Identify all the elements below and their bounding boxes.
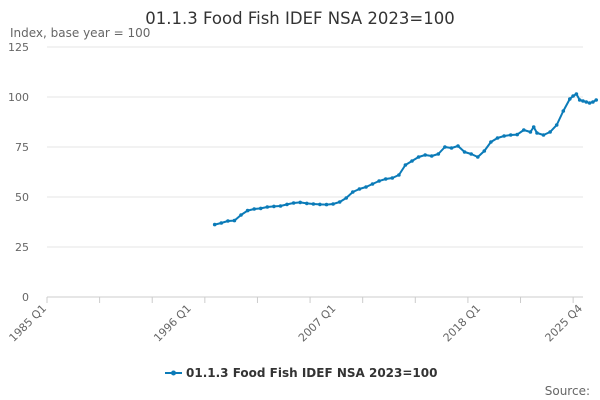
data-point (436, 152, 441, 156)
data-point (397, 173, 401, 177)
data-point (239, 213, 243, 217)
x-axis-ticks: 1985 Q1 1996 Q1 2007 Q1 2018 Q1 2025 Q4 (7, 297, 586, 345)
data-point (318, 202, 322, 207)
data-point (377, 179, 381, 183)
y-tick-label: 50 (15, 191, 29, 204)
series-line (214, 93, 597, 226)
data-point (285, 202, 289, 207)
chart-subtitle: Index, base year = 100 (10, 26, 150, 40)
legend[interactable]: 01.1.3 Food Fish IDEF NSA 2023=100 (165, 366, 437, 380)
data-point (577, 98, 582, 102)
data-point (370, 182, 375, 186)
x-tick-label: 2018 Q1 (441, 302, 484, 345)
data-point (443, 145, 447, 149)
data-point (502, 134, 506, 138)
data-point (489, 140, 493, 144)
data-point (219, 221, 224, 225)
legend-marker-icon (171, 370, 176, 376)
data-point (541, 133, 546, 137)
y-axis-ticks: 0 25 50 75 100 125 (8, 41, 29, 304)
data-point (416, 155, 421, 159)
data-point (469, 152, 474, 156)
data-point (548, 130, 552, 134)
data-point (531, 125, 536, 129)
data-point (535, 131, 539, 135)
data-point (305, 201, 309, 206)
data-point (476, 155, 480, 159)
data-point (568, 97, 572, 101)
data-point (357, 187, 362, 191)
y-tick-label: 25 (15, 241, 29, 254)
data-point (594, 98, 598, 102)
data-point (584, 100, 589, 104)
data-point (508, 133, 513, 137)
data-point (278, 204, 283, 208)
data-point (522, 128, 526, 132)
data-point (410, 159, 414, 163)
data-point (351, 190, 355, 194)
x-tick-label: 1996 Q1 (151, 302, 194, 345)
data-point (291, 201, 296, 205)
data-point (515, 132, 519, 137)
data-point (245, 208, 250, 213)
series-group (212, 92, 598, 227)
data-point (574, 92, 579, 96)
data-point (344, 196, 349, 200)
data-point (561, 109, 566, 113)
y-tick-label: 100 (8, 91, 29, 104)
data-point (403, 163, 408, 167)
data-point (482, 149, 487, 153)
y-tick-label: 75 (15, 141, 29, 154)
data-point (591, 100, 595, 104)
y-tick-label: 125 (8, 41, 29, 54)
x-tick-label: 2007 Q1 (296, 302, 339, 345)
data-point (429, 154, 434, 158)
data-point (337, 200, 342, 204)
gridlines (47, 46, 583, 248)
data-point (554, 123, 559, 127)
data-point (581, 99, 585, 103)
data-point (226, 219, 230, 223)
data-point (331, 202, 335, 206)
data-point (265, 205, 270, 209)
data-point (298, 200, 303, 205)
x-tick-label: 2025 Q4 (543, 302, 586, 345)
legend-label: 01.1.3 Food Fish IDEF NSA 2023=100 (186, 366, 437, 380)
data-point (212, 222, 217, 227)
data-point (272, 204, 276, 209)
data-point (587, 101, 592, 105)
data-point (462, 150, 467, 154)
data-point (324, 202, 329, 207)
data-point (311, 202, 316, 206)
y-tick-label: 0 (22, 291, 29, 304)
data-point (571, 94, 575, 98)
data-point (383, 177, 388, 181)
source-label: Source: (545, 384, 590, 398)
x-tick-label: 1985 Q1 (7, 302, 50, 345)
data-point (528, 130, 533, 134)
data-point (449, 146, 454, 150)
data-point (423, 153, 428, 157)
data-point (364, 185, 368, 189)
data-point (232, 218, 237, 223)
data-point (495, 136, 500, 140)
data-point (390, 176, 395, 180)
data-point (456, 144, 460, 148)
data-point (252, 207, 256, 211)
data-point (258, 206, 263, 211)
chart-title: 01.1.3 Food Fish IDEF NSA 2023=100 (145, 9, 454, 28)
